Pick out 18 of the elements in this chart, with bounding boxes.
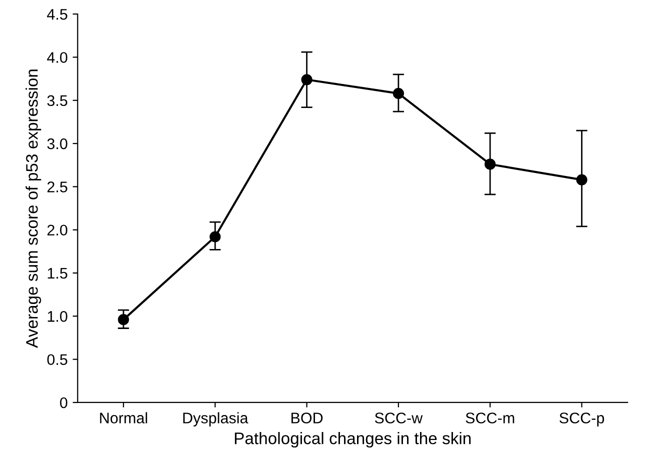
y-tick-label: 0 — [60, 397, 68, 408]
y-tick-label: 2.5 — [47, 182, 68, 192]
x-tick-label: BOD — [291, 412, 323, 424]
y-axis-title: Average sum score of p53 expression — [26, 70, 42, 348]
y-tick-label: 1.0 — [48, 311, 68, 322]
y-tick-label: 0.5 — [47, 354, 68, 366]
x-tick-label: Dysplasia — [183, 412, 248, 426]
y-tick-label: 2.0 — [47, 224, 68, 236]
y-tick-label: 3.0 — [47, 138, 68, 150]
x-axis-title: Pathological changes in the skin — [234, 432, 471, 448]
x-tick-label: SCC-p — [560, 412, 604, 426]
y-tick-label: 3.5 — [47, 95, 68, 106]
x-tick-label: Normal — [100, 412, 148, 424]
y-tick-label: 4.0 — [47, 52, 68, 63]
y-tick-label: 4.5 — [47, 9, 68, 20]
y-tick-label: 1.5 — [48, 268, 68, 279]
x-tick-label: SCC-w — [374, 412, 423, 424]
x-tick-label: SCC-m — [466, 412, 514, 424]
